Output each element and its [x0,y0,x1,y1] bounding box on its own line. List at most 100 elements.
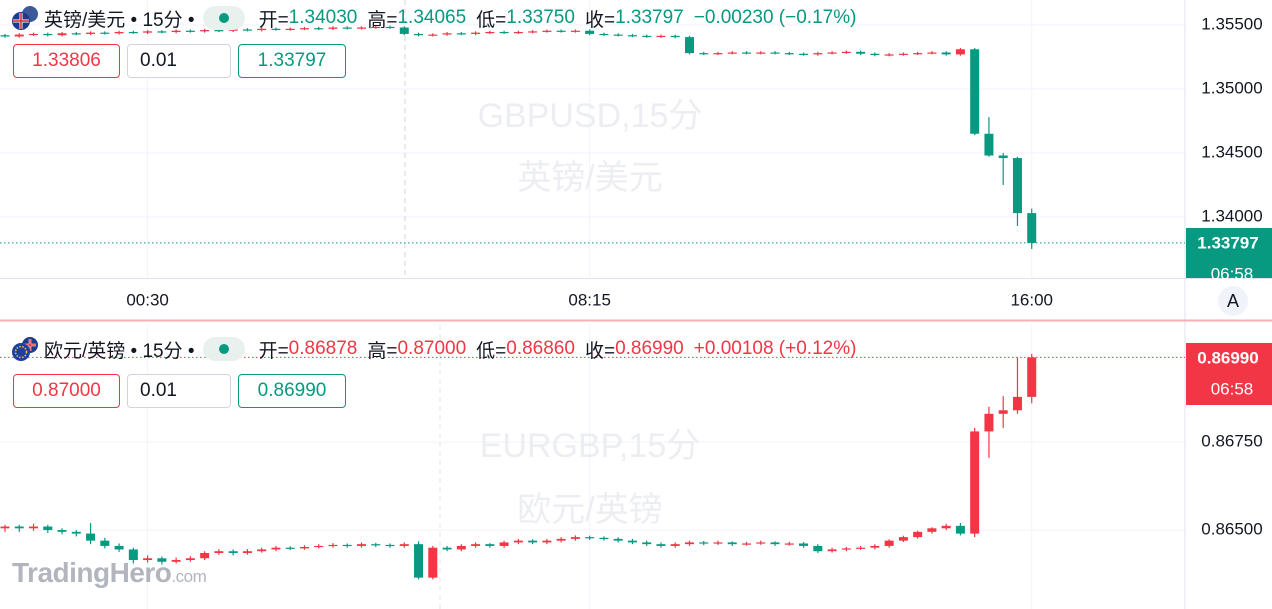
candle-body [86,533,96,541]
candle-body [813,545,823,552]
x-tick-label: 00:30 [126,290,169,309]
candle-body [299,28,309,30]
candle-body [342,544,352,547]
candle-body [742,52,752,54]
logo: TradingHero.com [12,557,207,589]
candle-body [770,52,780,54]
candle-body [799,543,809,546]
candle-body [970,49,980,134]
candle-body [913,53,923,55]
candle-body [371,544,381,546]
quantity-input[interactable]: 0.01 [127,44,231,78]
candle-body [157,31,167,33]
legend: 欧元/英镑 • 15分 • 开= 0.86878 高= 0.87000 低= 0.86… [8,335,856,363]
candle-body [1012,158,1022,214]
candle-body [299,546,309,549]
buy-button[interactable]: 0.86990 [238,374,346,408]
status-pill[interactable] [202,337,245,361]
candle-body [71,33,81,35]
logo-text: TradingHero [12,557,172,588]
symbol[interactable]: 欧元/英镑 • 15分 • [44,340,195,362]
candle-body [242,29,252,31]
y-tick-label: 0.86750 [1201,431,1262,450]
candle-body [214,30,224,32]
candle-body [328,27,338,29]
candle-body [442,33,452,35]
candle-body [1027,213,1037,243]
candle-body [385,26,395,29]
candle-body [271,547,281,550]
candle-body [884,54,894,56]
candle-body [713,53,723,55]
symbol[interactable]: 英镑/美元 • 15分 • [44,9,195,31]
candle-body [257,549,267,552]
candle-body [399,544,409,546]
quantity-input[interactable]: 0.01 [127,374,231,408]
x-tick-label: 08:15 [568,290,611,309]
candle-body [1027,357,1037,397]
candle-body [927,52,937,54]
candle-body [742,543,752,545]
candle-body [0,35,10,37]
flag-icon [12,337,38,361]
candle-body [770,542,780,545]
status-pill[interactable] [202,6,245,30]
candle-body [14,526,24,529]
candle-body [314,545,324,548]
candle-body [585,537,595,539]
candle-body [599,33,609,36]
candle-body [656,544,666,546]
candle-body [599,537,609,540]
candle-body [898,537,908,541]
legend-label: 高= [367,340,398,362]
y-tick-label: 1.35000 [1201,78,1262,97]
x-tick-label: 16:00 [1010,290,1053,309]
candle-body [756,52,766,54]
candle-body [799,53,809,55]
candle-body [827,549,837,552]
candle-body [955,525,965,534]
y-tick-label: 0.86500 [1201,520,1262,539]
sell-button[interactable]: 0.87000 [13,374,120,408]
candle-body [784,543,794,545]
candle-body [128,31,138,34]
candle-body [856,547,866,549]
candle-body [998,410,1008,414]
watermark: GBPUSD,15分 [478,97,703,135]
candle-body [841,51,851,54]
candle-body [428,547,438,578]
candle-body [927,528,937,532]
candle-body [471,544,481,546]
y-tick-label: 1.34500 [1201,142,1262,161]
candle-body [528,540,538,543]
candle-body [570,30,580,32]
last-price-label: 0.86990 [1197,348,1258,367]
candle-body [414,544,424,578]
candle-body [485,31,495,34]
sell-button[interactable]: 1.33806 [13,44,120,78]
candle-body [185,558,195,561]
logo-suffix: .com [171,567,207,586]
candle-body [114,31,124,34]
candle-body [656,35,666,38]
candle-body [813,53,823,55]
legend-label: 低= [476,9,507,31]
candle-body [556,538,566,541]
candle-body [257,28,267,31]
candle-body [399,27,409,34]
candle-body [485,544,495,546]
candle-body [314,28,324,30]
candle-body [57,33,67,36]
last-price-box [1186,343,1272,405]
candle-body [955,49,965,55]
buy-button[interactable]: 1.33797 [238,44,346,78]
candle-body [513,540,523,543]
candle-body [699,53,709,55]
watermark: 欧元/英镑 [517,491,662,529]
auto-scale-button[interactable]: A [1218,286,1248,316]
candle-body [0,526,10,529]
candle-body [642,35,652,38]
candle-body [941,52,951,55]
